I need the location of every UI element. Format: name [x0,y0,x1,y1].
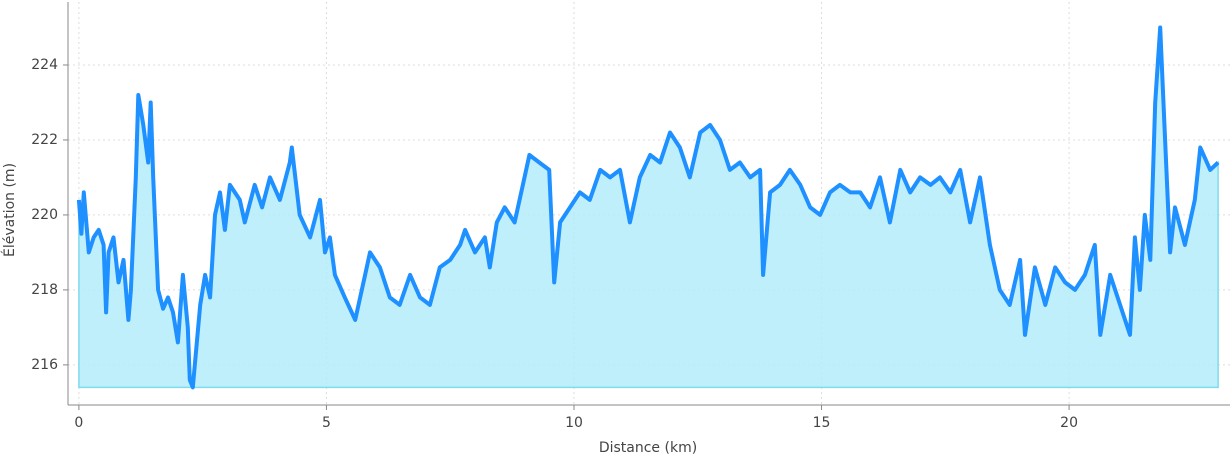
y-axis-label: Élévation (m) [1,163,18,257]
y-tick-label: 224 [31,57,58,73]
x-tick-label: 0 [74,415,83,431]
y-tick-label: 218 [31,282,58,298]
x-tick-label: 20 [1060,415,1078,431]
x-tick-label: 15 [813,415,831,431]
x-axis-label: Distance (km) [599,440,697,456]
elevation-line [76,25,1220,390]
y-tick-label: 220 [31,207,58,223]
x-tick-label: 5 [322,415,331,431]
y-tick-label: 216 [31,357,58,373]
y-tick-label: 222 [31,132,58,148]
x-tick-label: 10 [565,415,583,431]
